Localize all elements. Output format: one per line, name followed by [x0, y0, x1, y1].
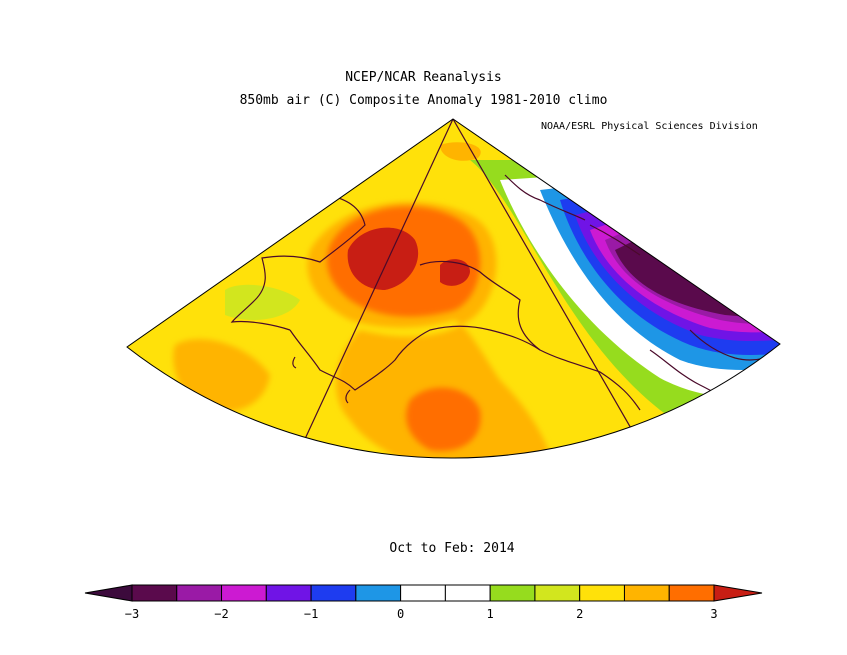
colorbar-bin: [668, 584, 715, 602]
anomaly-field: [127, 119, 780, 459]
colorbar-tick-label: −2: [214, 607, 228, 621]
colorbar-under-arrow: [84, 584, 133, 602]
colorbar-bin: [400, 584, 446, 602]
colorbar-tick-label: 0: [397, 607, 404, 621]
colorbar-tick-label: 2: [576, 607, 583, 621]
colorbar-tick-label: −1: [304, 607, 318, 621]
chart-title: NCEP/NCAR Reanalysis: [345, 70, 502, 85]
colorbar: −3 −2 −1 0 1 2 3: [84, 584, 763, 621]
colorbar-bin: [265, 584, 312, 602]
colorbar-bin: [623, 584, 670, 602]
map-frame: [126, 118, 781, 459]
colorbar-bin: [355, 584, 402, 602]
colorbar-bin: [444, 584, 491, 602]
colorbar-bin: [131, 584, 178, 602]
colorbar-bin: [221, 584, 267, 602]
credit-label: NOAA/ESRL Physical Sciences Division: [541, 121, 758, 132]
colorbar-over-arrow: [713, 584, 763, 602]
period-label: Oct to Feb: 2014: [389, 541, 515, 556]
colorbar-tick-label: 3: [710, 607, 717, 621]
colorbar-bin: [176, 584, 223, 602]
colorbar-bin: [489, 584, 536, 602]
colorbar-tick-label: 1: [487, 607, 494, 621]
colorbar-bin: [579, 584, 625, 602]
colorbar-tick-label: −3: [125, 607, 139, 621]
colorbar-bin: [534, 584, 581, 602]
colorbar-bin: [310, 584, 357, 602]
chart-subtitle: 850mb air (C) Composite Anomaly 1981-201…: [239, 93, 608, 108]
